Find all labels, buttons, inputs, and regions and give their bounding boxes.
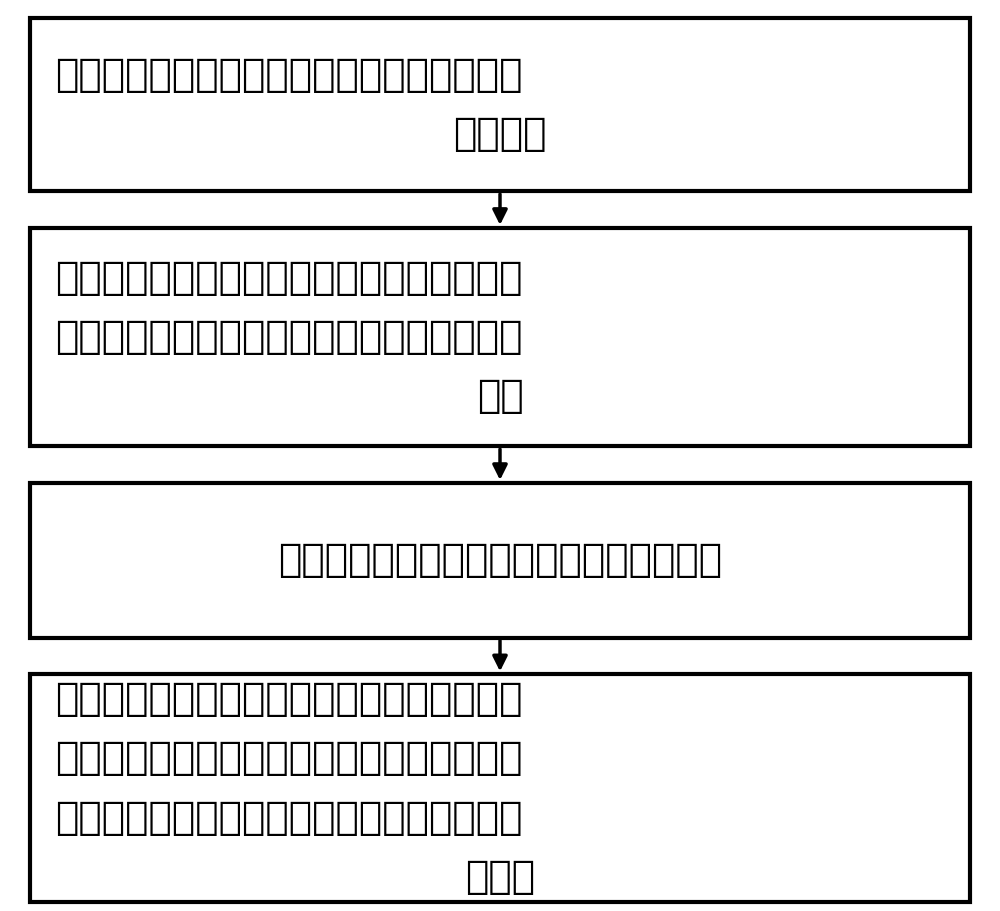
Text: 指向度: 指向度 [465,858,535,896]
Text: 特征描述: 特征描述 [453,116,547,153]
Bar [30,483,970,638]
Text: 将异常细胞按照种类放置，并统计每个种类中: 将异常细胞按照种类放置，并统计每个种类中 [55,259,522,297]
Text: 征的比例相加，作为异常细胞与该现有疾病的: 征的比例相加，作为异常细胞与该现有疾病的 [55,799,522,836]
Bar [30,674,970,902]
Text: 如果一个疾病中出现有多个特征，则将多个特: 如果一个疾病中出现有多个特征，则将多个特 [55,740,522,777]
Text: 查找数据库获取每个特征所对应的现有疾病，: 查找数据库获取每个特征所对应的现有疾病， [55,681,522,718]
Text: 计算每个特征出现的次数占总特征数的比例: 计算每个特征出现的次数占总特征数的比例 [278,541,722,579]
Text: 获取由审核员按照一定格式书写的异常细胞的: 获取由审核员按照一定格式书写的异常细胞的 [55,56,522,94]
Text: 排序: 排序 [477,377,523,415]
Text: 异常细胞的每个特征的出现次数，并按照次数: 异常细胞的每个特征的出现次数，并按照次数 [55,318,522,356]
Bar [30,18,970,191]
Bar [30,228,970,446]
